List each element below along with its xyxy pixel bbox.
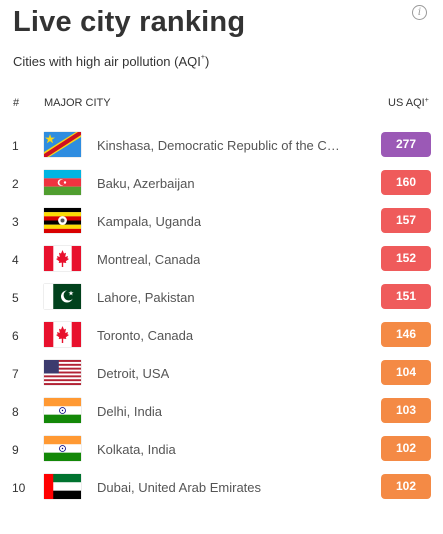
table-row[interactable]: 3 Kampala, Uganda 157 <box>0 202 443 240</box>
uganda-flag <box>44 208 81 233</box>
rank-number: 8 <box>12 405 19 419</box>
column-header-aqi-sup: + <box>424 97 429 104</box>
city-name[interactable]: Lahore, Pakistan <box>97 290 195 305</box>
rank-number: 4 <box>12 253 19 267</box>
aqi-badge: 104 <box>381 360 431 385</box>
city-name[interactable]: Toronto, Canada <box>97 328 194 343</box>
india-flag <box>44 436 81 461</box>
rank-number: 5 <box>12 291 19 305</box>
table-row[interactable]: 10 Dubai, United Arab Emirates 102 <box>0 468 443 506</box>
city-name[interactable]: Kolkata, India <box>97 442 176 457</box>
azerbaijan-flag <box>44 170 81 195</box>
city-name[interactable]: Detroit, USA <box>97 366 170 381</box>
uae-flag <box>44 474 81 499</box>
column-header-rank: # <box>13 97 20 109</box>
rank-number: 7 <box>12 367 19 381</box>
aqi-badge: 152 <box>381 246 431 271</box>
rank-number: 2 <box>12 177 19 191</box>
subtitle-end: ) <box>204 54 210 69</box>
city-name[interactable]: Kampala, Uganda <box>97 214 202 229</box>
rank-number: 1 <box>12 139 19 153</box>
aqi-badge: 102 <box>381 474 431 499</box>
aqi-badge: 151 <box>381 284 431 309</box>
city-name[interactable]: Delhi, India <box>97 404 163 419</box>
canada-flag <box>44 322 81 347</box>
table-row[interactable]: 9 Kolkata, India 102 <box>0 430 443 468</box>
india-flag <box>44 398 81 423</box>
aqi-badge: 102 <box>381 436 431 461</box>
canada-flag <box>44 246 81 271</box>
table-row[interactable]: 2 Baku, Azerbaijan 160 <box>0 164 443 202</box>
aqi-badge: 157 <box>381 208 431 233</box>
page-title: Live city ranking <box>13 6 246 38</box>
aqi-badge: 277 <box>381 132 431 157</box>
city-name[interactable]: Kinshasa, Democratic Republic of the Con… <box>97 138 342 153</box>
subtitle-text: Cities with high air pollution (AQI <box>13 54 201 69</box>
city-name[interactable]: Baku, Azerbaijan <box>97 176 195 191</box>
aqi-badge: 103 <box>381 398 431 423</box>
column-header-aqi-label: US AQI <box>388 97 425 109</box>
table-row[interactable]: 6 Toronto, Canada 146 <box>0 316 443 354</box>
column-header-aqi: US AQI+ <box>388 97 429 109</box>
page-subtitle: Cities with high air pollution (AQI+) <box>13 54 209 69</box>
city-name[interactable]: Montreal, Canada <box>97 252 201 267</box>
rank-number: 6 <box>12 329 19 343</box>
usa-flag <box>44 360 81 385</box>
table-row[interactable]: 5 Lahore, Pakistan 151 <box>0 278 443 316</box>
rank-number: 3 <box>12 215 19 229</box>
pakistan-flag <box>44 284 81 309</box>
info-icon[interactable]: i <box>412 5 427 20</box>
city-name[interactable]: Dubai, United Arab Emirates <box>97 480 262 495</box>
subtitle-sup: + <box>200 54 205 61</box>
congo-dr-flag <box>44 132 81 157</box>
rank-number: 10 <box>12 481 26 495</box>
aqi-badge: 160 <box>381 170 431 195</box>
rank-number: 9 <box>12 443 19 457</box>
column-header-city: MAJOR CITY <box>44 97 111 109</box>
table-row[interactable]: 8 Delhi, India 103 <box>0 392 443 430</box>
table-row[interactable]: 4 Montreal, Canada 152 <box>0 240 443 278</box>
aqi-badge: 146 <box>381 322 431 347</box>
table-row[interactable]: 1 Kinshasa, Democratic Republic of the Co… <box>0 126 443 164</box>
table-row[interactable]: 7 Detroit, USA 104 <box>0 354 443 392</box>
